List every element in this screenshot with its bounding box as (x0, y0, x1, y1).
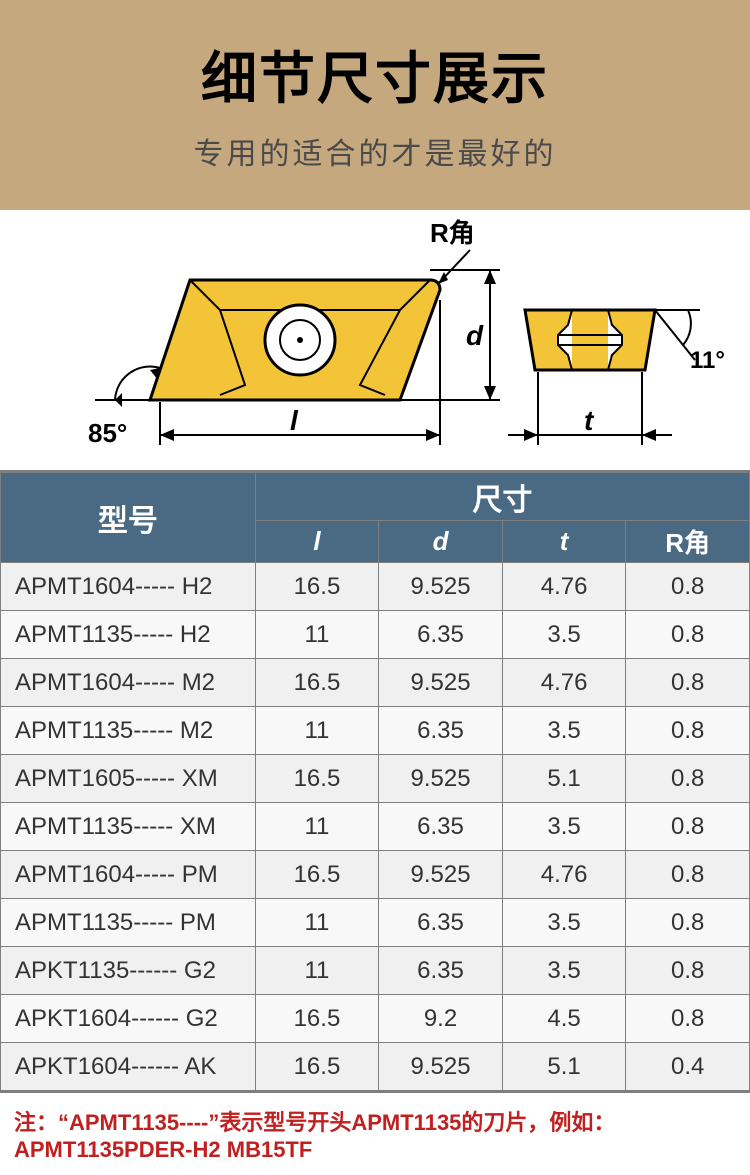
cell-t: 5.1 (502, 1043, 626, 1091)
cell-r: 0.8 (626, 851, 750, 899)
cell-l: 16.5 (255, 563, 379, 611)
cell-d: 6.35 (379, 707, 503, 755)
spec-table-container: 型号 尺寸 l d t R角 APMT1604----- H216.59.525… (0, 470, 750, 1093)
cell-d: 9.525 (379, 1043, 503, 1091)
r-angle-label: R角 (430, 218, 475, 284)
th-dimensions: 尺寸 (255, 473, 749, 521)
table-row: APMT1604----- M216.59.5254.760.8 (1, 659, 750, 707)
cell-model: APMT1135----- XM (1, 803, 256, 851)
cell-d: 6.35 (379, 803, 503, 851)
table-row: APKT1604------ G216.59.24.50.8 (1, 995, 750, 1043)
cell-l: 16.5 (255, 851, 379, 899)
angle-11-label: 11° (655, 310, 725, 374)
cell-t: 5.1 (502, 755, 626, 803)
header-banner: 细节尺寸展示 专用的适合的才是最好的 (0, 0, 750, 210)
cell-d: 6.35 (379, 899, 503, 947)
cell-d: 9.2 (379, 995, 503, 1043)
cell-t: 4.76 (502, 563, 626, 611)
cell-l: 16.5 (255, 1043, 379, 1091)
cell-model: APMT1605----- XM (1, 755, 256, 803)
cell-r: 0.8 (626, 611, 750, 659)
table-row: APKT1135------ G2116.353.50.8 (1, 947, 750, 995)
cell-model: APKT1135------ G2 (1, 947, 256, 995)
page-title: 细节尺寸展示 (0, 34, 750, 115)
cell-t: 3.5 (502, 803, 626, 851)
cell-t: 3.5 (502, 611, 626, 659)
svg-text:d: d (466, 320, 484, 351)
cell-r: 0.8 (626, 755, 750, 803)
cell-l: 11 (255, 899, 379, 947)
table-row: APMT1135----- PM116.353.50.8 (1, 899, 750, 947)
cell-l: 11 (255, 611, 379, 659)
cell-d: 9.525 (379, 755, 503, 803)
th-r: R角 (626, 521, 750, 563)
cell-l: 11 (255, 707, 379, 755)
t-dimension: t (508, 372, 672, 445)
spec-table: 型号 尺寸 l d t R角 APMT1604----- H216.59.525… (0, 472, 750, 1091)
cell-r: 0.8 (626, 995, 750, 1043)
svg-text:l: l (290, 405, 299, 436)
table-row: APMT1605----- XM16.59.5255.10.8 (1, 755, 750, 803)
insert-top-view-icon (150, 280, 440, 400)
dimension-diagram: R角 85° l d (0, 210, 750, 470)
svg-text:R角: R角 (430, 218, 475, 248)
cell-model: APMT1135----- M2 (1, 707, 256, 755)
cell-l: 11 (255, 803, 379, 851)
cell-l: 11 (255, 947, 379, 995)
cell-d: 9.525 (379, 659, 503, 707)
table-row: APMT1135----- XM116.353.50.8 (1, 803, 750, 851)
cell-t: 4.76 (502, 851, 626, 899)
table-row: APMT1604----- H216.59.5254.760.8 (1, 563, 750, 611)
cell-r: 0.8 (626, 803, 750, 851)
cell-r: 0.8 (626, 659, 750, 707)
cell-l: 16.5 (255, 755, 379, 803)
cell-d: 9.525 (379, 851, 503, 899)
cell-d: 6.35 (379, 947, 503, 995)
cell-d: 9.525 (379, 563, 503, 611)
cell-r: 0.8 (626, 563, 750, 611)
cell-l: 16.5 (255, 659, 379, 707)
cell-model: APKT1604------ AK (1, 1043, 256, 1091)
cell-t: 3.5 (502, 947, 626, 995)
svg-text:85°: 85° (88, 418, 127, 448)
cell-model: APMT1604----- H2 (1, 563, 256, 611)
table-row: APMT1135----- M2116.353.50.8 (1, 707, 750, 755)
th-d: d (379, 521, 503, 563)
cell-r: 0.8 (626, 707, 750, 755)
th-l: l (255, 521, 379, 563)
cell-model: APMT1135----- H2 (1, 611, 256, 659)
table-row: APKT1604------ AK16.59.5255.10.4 (1, 1043, 750, 1091)
cell-r: 0.8 (626, 947, 750, 995)
spec-table-body: APMT1604----- H216.59.5254.760.8APMT1135… (1, 563, 750, 1091)
th-model: 型号 (1, 473, 256, 563)
svg-text:11°: 11° (690, 347, 725, 374)
table-row: APMT1135----- H2116.353.50.8 (1, 611, 750, 659)
cell-t: 4.5 (502, 995, 626, 1043)
cell-model: APMT1604----- PM (1, 851, 256, 899)
cell-t: 4.76 (502, 659, 626, 707)
footnote: 注：“APMT1135----”表示型号开头APMT1135的刀片，例如：APM… (0, 1093, 750, 1175)
insert-side-view-icon (525, 310, 655, 370)
cell-l: 16.5 (255, 995, 379, 1043)
cell-model: APKT1604------ G2 (1, 995, 256, 1043)
cell-model: APMT1135----- PM (1, 899, 256, 947)
cell-r: 0.8 (626, 899, 750, 947)
cell-t: 3.5 (502, 707, 626, 755)
table-row: APMT1604----- PM16.59.5254.760.8 (1, 851, 750, 899)
cell-r: 0.4 (626, 1043, 750, 1091)
cell-model: APMT1604----- M2 (1, 659, 256, 707)
svg-text:t: t (584, 405, 595, 436)
th-t: t (502, 521, 626, 563)
page-subtitle: 专用的适合的才是最好的 (0, 129, 750, 173)
cell-t: 3.5 (502, 899, 626, 947)
cell-d: 6.35 (379, 611, 503, 659)
